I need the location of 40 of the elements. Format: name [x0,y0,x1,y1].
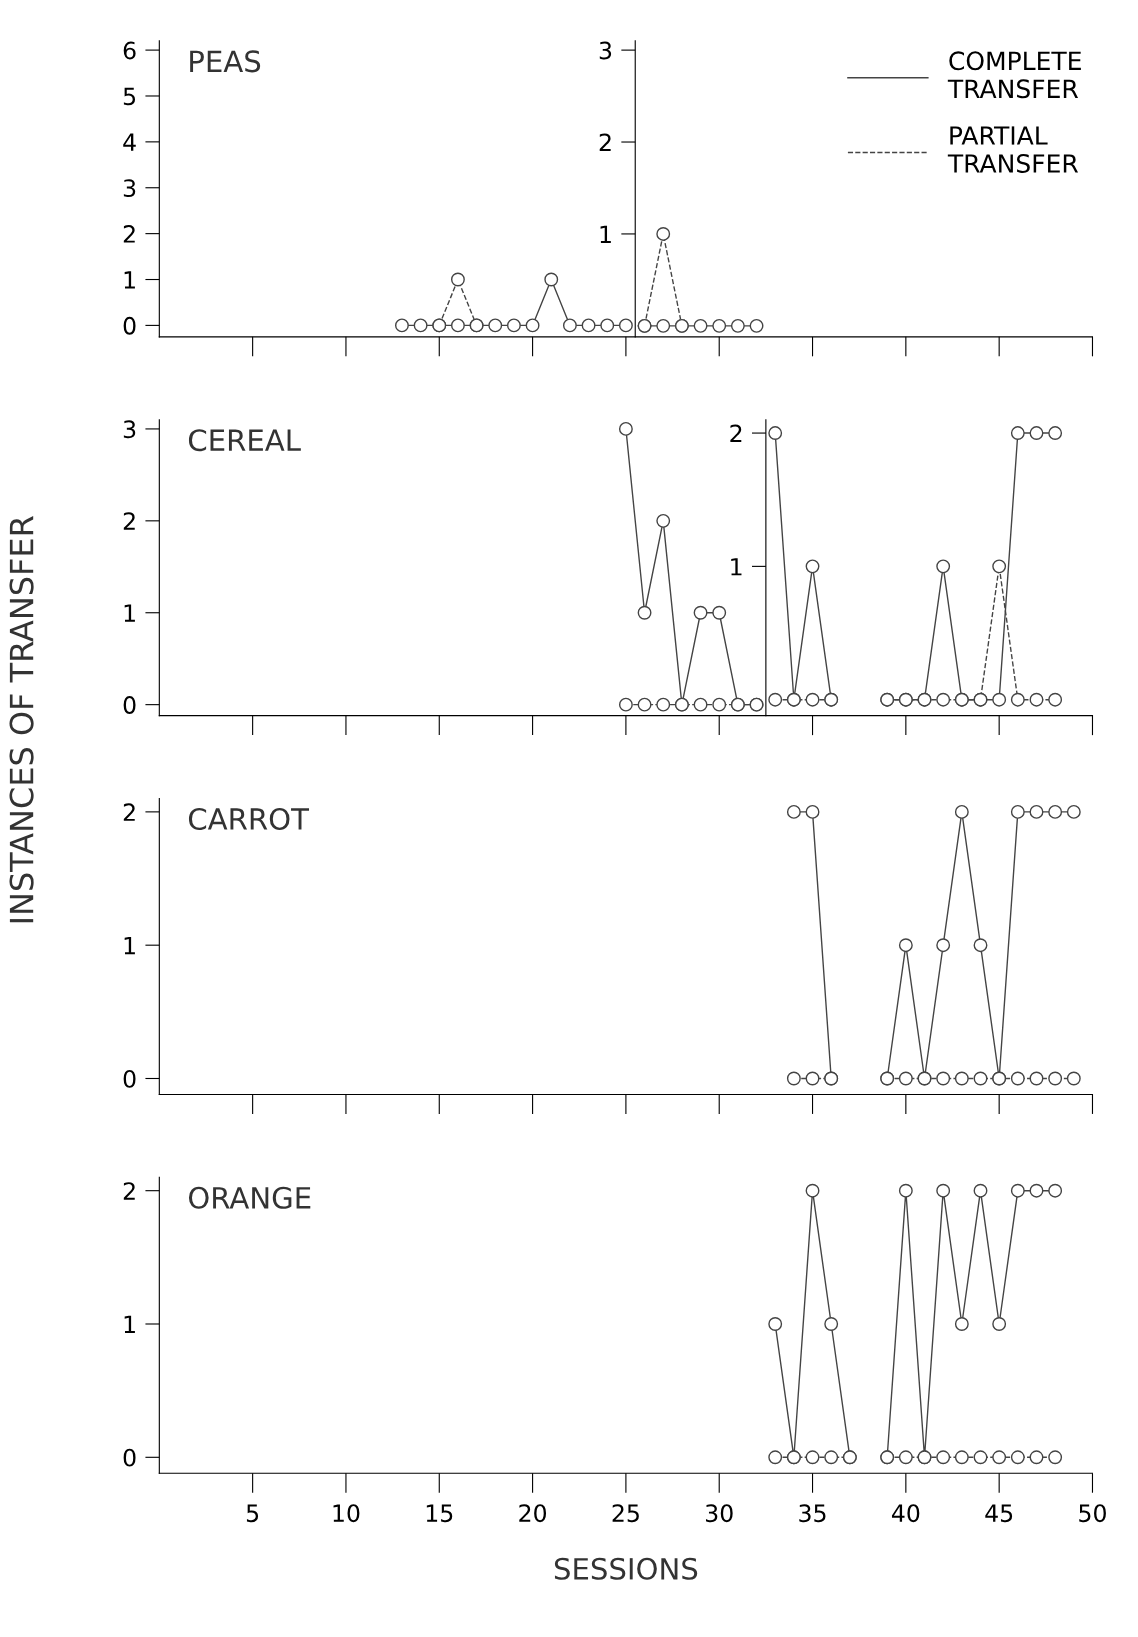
y-tick-label: 1 [124,1315,135,1333]
x-tick-label: 40 [891,1504,920,1523]
y-tick-label: 1 [124,604,135,622]
y-tick-label: 0 [123,316,136,335]
y-axis-title: INSTANCES OF TRANSFER [9,516,34,923]
y-tick-label: 2 [123,1182,135,1200]
chart-title: PEAS [190,50,261,73]
chart-title: CARROT [188,807,310,830]
y2-tick-label: 2 [599,133,611,151]
y-tick-label: 2 [123,803,135,821]
y-tick-label: 4 [123,133,136,151]
x-tick-label: 20 [519,1504,547,1523]
chart-title: CEREAL [188,429,301,452]
y-tick-label: 0 [123,1069,136,1088]
y-tick-label: 5 [123,87,136,106]
y2-tick-label: 1 [731,558,742,576]
y-tick-label: 1 [124,271,135,289]
chart-title: ORANGE [188,1186,311,1209]
x-tick-label: 50 [1079,1504,1106,1523]
y2-tick-label: 3 [599,41,612,60]
y-tick-label: 1 [124,936,135,955]
y-tick-label: 0 [123,1448,136,1467]
legend-label: COMPLETE TRANSFER [947,51,1081,99]
legend-label: PARTIAL TRANSFER [947,126,1079,173]
x-tick-label: 25 [612,1504,639,1523]
x-tick-label: 15 [426,1504,453,1523]
x-tick-label: 10 [333,1504,360,1523]
y-tick-label: 2 [123,225,135,243]
x-tick-label: 45 [985,1504,1013,1523]
x-axis-title: SESSIONS [554,1557,698,1580]
x-tick-label: 30 [705,1504,733,1523]
y-tick-label: 6 [123,41,136,60]
y2-tick-label: 2 [730,424,742,443]
x-tick-label: 35 [799,1504,826,1523]
x-tick-label: 5 [246,1504,259,1523]
y2-tick-label: 1 [600,225,611,243]
y-tick-label: 3 [123,420,136,439]
y-tick-label: 3 [123,179,136,198]
y-tick-label: 0 [123,696,136,714]
y-tick-label: 2 [123,512,135,530]
